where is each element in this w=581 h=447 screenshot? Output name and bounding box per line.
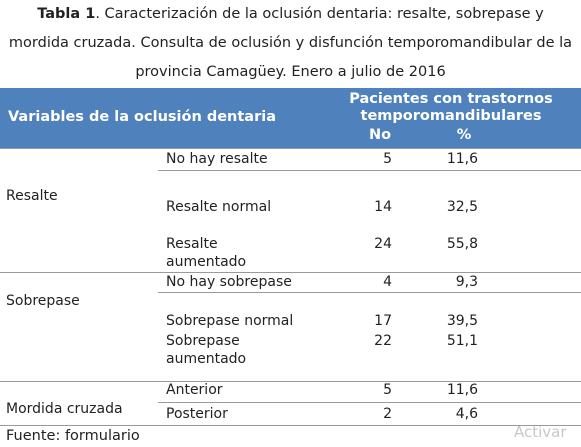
count: 22 <box>374 333 392 349</box>
percent: 11,6 <box>446 382 478 398</box>
group-separator <box>0 381 581 382</box>
count: 5 <box>383 151 392 167</box>
percent: 39,5 <box>446 313 478 329</box>
group-label: Sobrepase <box>6 293 80 309</box>
group-separator <box>0 148 581 149</box>
row-label: Sobrepase normal <box>166 313 294 329</box>
count: 24 <box>374 236 392 252</box>
row-label: No hay resalte <box>166 151 268 167</box>
footer: Fuente: formulario <box>6 428 140 444</box>
count: 2 <box>383 406 392 422</box>
percent: 51,1 <box>446 333 478 349</box>
caption-text: . Caracterización de la oclusión dentari… <box>8 6 573 80</box>
caption: Tabla 1. Caracterización de la oclusión … <box>6 0 575 87</box>
header-no: No <box>368 127 392 143</box>
header-pct: % <box>456 127 472 143</box>
table-header: Variables de la oclusión dentaria Pacien… <box>0 88 581 148</box>
header-group: Pacientes con trastornos temporomandibul… <box>349 91 553 124</box>
row-label: Resalte normal <box>166 199 272 215</box>
row-label: Resalte aumentado <box>166 236 247 270</box>
header-variables: Variables de la oclusión dentaria <box>8 109 276 125</box>
percent: 32,5 <box>446 199 478 215</box>
row-separator <box>158 292 581 293</box>
group-separator <box>0 425 581 426</box>
row-label: Sobrepase aumentado <box>166 333 247 367</box>
percent: 11,6 <box>446 151 478 167</box>
percent: 4,6 <box>455 406 478 422</box>
row-label: No hay sobrepase <box>166 274 292 290</box>
group-label: Mordida cruzada <box>6 401 123 417</box>
count: 17 <box>374 313 392 329</box>
caption-label: Tabla 1 <box>37 6 96 22</box>
count: 14 <box>374 199 392 215</box>
count: 4 <box>383 274 392 290</box>
watermark: Activar <box>514 423 567 441</box>
percent: 9,3 <box>455 274 478 290</box>
group-label: Resalte <box>6 188 58 204</box>
group-separator <box>0 272 581 273</box>
row-label: Anterior <box>166 382 223 398</box>
count: 5 <box>383 382 392 398</box>
row-separator <box>158 402 581 403</box>
percent: 55,8 <box>446 236 478 252</box>
row-separator <box>158 170 581 171</box>
row-label: Posterior <box>166 406 228 422</box>
